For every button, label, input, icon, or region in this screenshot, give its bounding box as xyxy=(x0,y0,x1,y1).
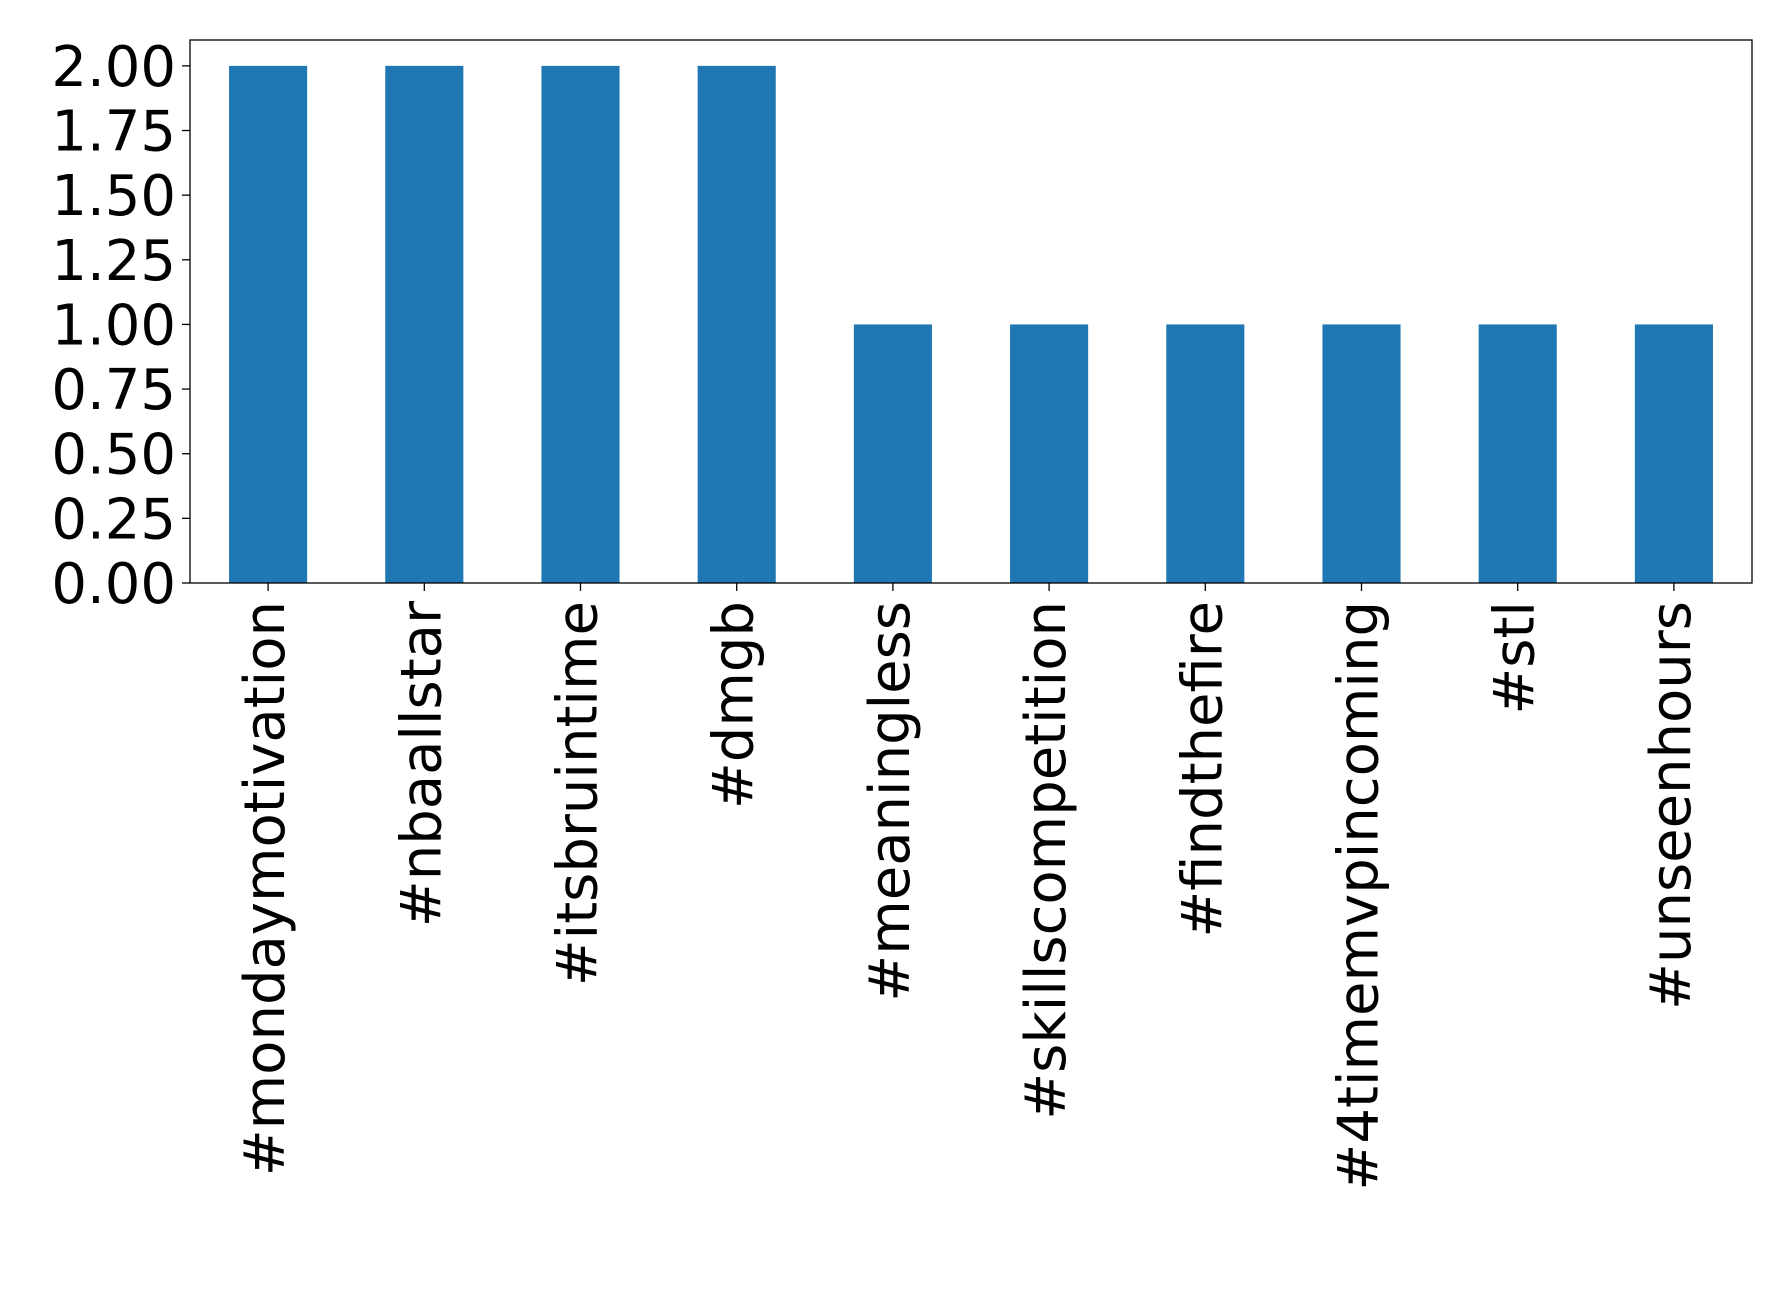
x-tick-label: #stl xyxy=(1483,601,1548,715)
x-tick-label: #4timemvpincoming xyxy=(1327,601,1392,1191)
x-tick-label: #nbaallstar xyxy=(389,600,454,927)
bar-skillscompetition xyxy=(1010,324,1089,583)
bar-dmgb xyxy=(697,65,776,584)
y-tick-label: 0.75 xyxy=(51,358,176,423)
bar-itsbruintime xyxy=(541,65,620,584)
x-tick-label: #mondaymotivation xyxy=(233,601,298,1176)
bar-meaningless xyxy=(853,324,932,583)
y-tick-label: 1.75 xyxy=(51,100,176,165)
y-tick-label: 0.25 xyxy=(51,487,176,552)
bar-stl xyxy=(1478,324,1557,583)
bar-nbaallstar xyxy=(385,65,464,584)
bar-findthefire xyxy=(1166,324,1245,583)
bar-mondaymotivation xyxy=(229,65,308,584)
x-axis: #mondaymotivation #nbaallstar #itsbruintim… xyxy=(233,583,1704,1191)
x-tick-label: #skillscompetition xyxy=(1014,601,1079,1120)
y-axis: 0.000.250.500.751.001.251.501.752.00 xyxy=(51,35,190,617)
plot-frame xyxy=(189,39,1753,584)
x-tick-label: #itsbruintime xyxy=(546,601,611,986)
y-tick-label: 1.50 xyxy=(51,164,176,229)
bar-unseenhours xyxy=(1634,324,1713,583)
y-tick-label: 0.50 xyxy=(51,423,176,488)
bar-4timemvpincoming xyxy=(1322,324,1401,583)
y-tick-label: 0.00 xyxy=(51,552,176,617)
bars-layer xyxy=(229,65,1713,584)
y-tick-label: 1.25 xyxy=(51,229,176,294)
x-tick-label: #meaningless xyxy=(858,601,923,1002)
x-tick-label: #dmgb xyxy=(702,601,767,809)
y-tick-label: 1.00 xyxy=(51,293,176,358)
x-tick-label: #findthefire xyxy=(1170,601,1235,938)
y-tick-label: 2.00 xyxy=(51,35,176,100)
x-tick-label: #unseenhours xyxy=(1639,601,1704,1010)
